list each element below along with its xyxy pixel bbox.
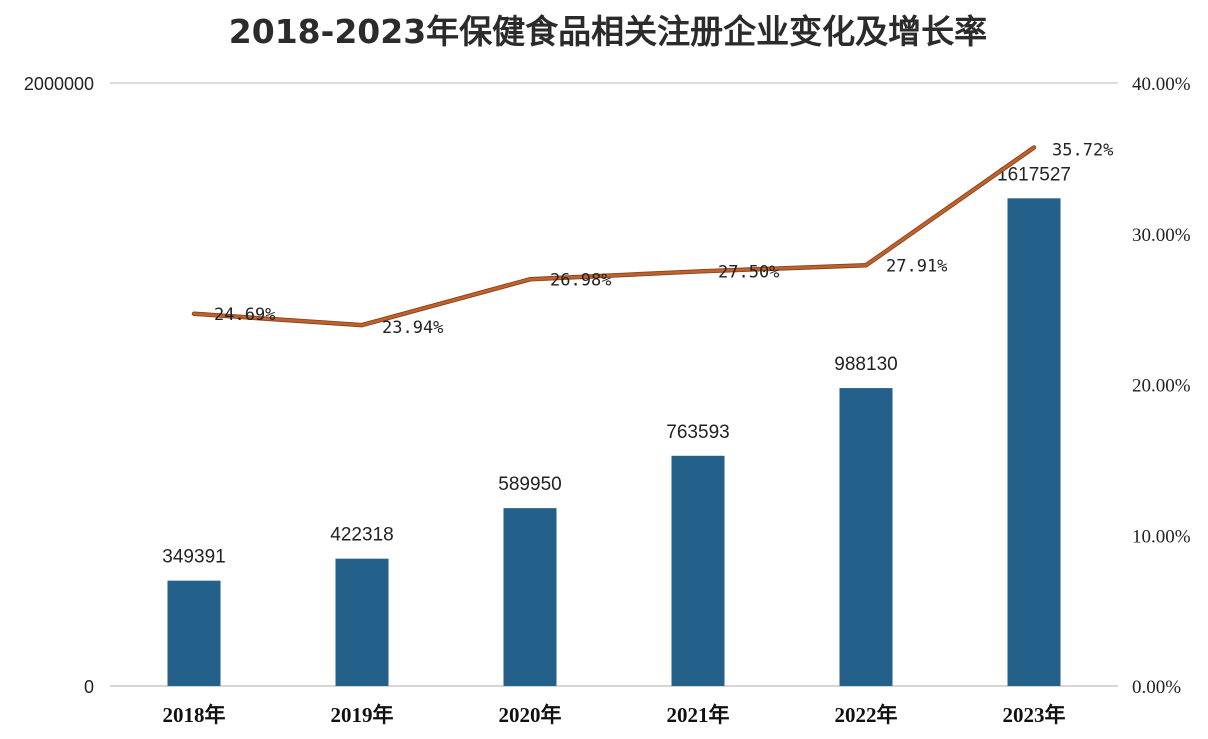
bar-value-label: 763593 [666, 422, 729, 443]
bar [167, 580, 221, 686]
left-tick-label: 2000000 [24, 74, 94, 94]
bar-value-label: 589950 [498, 474, 561, 495]
bar-value-label: 1617527 [997, 164, 1071, 185]
growth-line [192, 146, 1036, 327]
line-value-label: 27.91% [886, 256, 947, 276]
line-value-label: 27.50% [718, 262, 779, 282]
bar [1007, 198, 1061, 686]
bar-value-label: 988130 [834, 354, 897, 375]
line-series: 24.69% 23.94% 26.98% 27.50% 27.91% 35.72% [191, 141, 1113, 338]
left-axis: 0 2000000 [24, 74, 94, 697]
x-tick-label: 2019年 [331, 703, 394, 727]
gridlines [110, 82, 1118, 687]
line-value-label: 35.72% [1052, 141, 1113, 161]
right-tick-label: 0.00% [1132, 677, 1181, 698]
x-tick-label: 2020年 [499, 703, 562, 727]
line-value-label: 26.98% [550, 270, 611, 290]
bar [503, 508, 557, 686]
x-tick-label: 2021年 [667, 703, 730, 727]
chart-title: 2018-2023年保健食品相关注册企业变化及增长率 [229, 12, 987, 51]
left-tick-label: 0 [84, 677, 94, 697]
x-axis: 2018年 2019年 2020年 2021年 2022年 2023年 [163, 703, 1066, 727]
x-tick-label: 2018年 [163, 703, 226, 727]
right-tick-label: 30.00% [1132, 225, 1191, 246]
right-tick-label: 10.00% [1132, 526, 1191, 547]
right-tick-label: 20.00% [1132, 376, 1191, 397]
bar [839, 388, 893, 686]
line-value-label: 23.94% [382, 318, 443, 338]
right-axis: 0.00% 10.00% 20.00% 30.00% 40.00% [1132, 74, 1191, 698]
bar-series: 349391 422318 589950 763593 988130 1617527 [162, 164, 1071, 686]
right-tick-label: 40.00% [1132, 74, 1191, 95]
x-tick-label: 2023年 [1003, 703, 1066, 727]
line-value-label: 24.69% [214, 305, 275, 325]
bar [671, 455, 725, 686]
bar-value-label: 422318 [330, 525, 393, 546]
x-tick-label: 2022年 [835, 703, 898, 727]
bar [335, 558, 389, 686]
bar-value-label: 349391 [162, 547, 225, 568]
